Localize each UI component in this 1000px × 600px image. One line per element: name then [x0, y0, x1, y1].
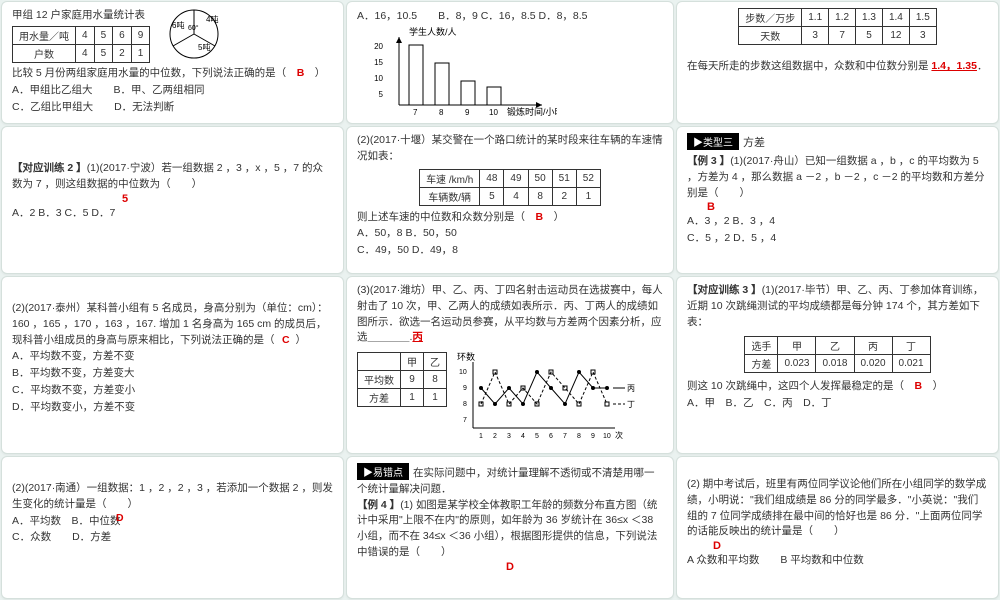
- answer: B: [915, 380, 923, 392]
- shooter-table: 甲乙 平均数98 方差11: [357, 352, 447, 407]
- svg-text:丙: 丙: [627, 384, 635, 393]
- svg-text:8: 8: [463, 401, 467, 408]
- variance-table: 选手甲乙丙丁 方差0.0230.0180.0200.021: [744, 336, 930, 373]
- svg-text:锻炼时间/小时: 锻炼时间/小时: [507, 106, 557, 117]
- card-3-1: (2)(2017·泰州）某科普小组有 5 名成员，身高分别为（单位：cm）：16…: [1, 276, 344, 454]
- svg-text:9: 9: [465, 108, 470, 117]
- steps-table: 步数／万步1.11.21.31.41.5 天数375123: [738, 8, 937, 45]
- type-tag: ▶类型三: [687, 133, 739, 150]
- line-chart: 环数 10 9 8 7 丙 丁 1 2 3 4: [455, 350, 635, 445]
- svg-text:7: 7: [563, 433, 567, 440]
- card-3-2: (3)(2017·潍坊）甲、乙、丙、丁四名射击运动员在选拔赛中，每人射击了 10…: [346, 276, 674, 454]
- svg-text:10: 10: [489, 108, 498, 117]
- svg-text:5: 5: [535, 433, 539, 440]
- table-title: 甲组 12 户家庭用水量统计表: [12, 8, 150, 24]
- svg-text:3: 3: [507, 433, 511, 440]
- answer: B: [297, 67, 305, 79]
- card-4-3: (2) 期中考试后，班里有两位同学议论他们所在小组同学的数学成绩，小明说："我们…: [676, 456, 999, 599]
- card-1-1: 甲组 12 户家庭用水量统计表 用水量／吨4569 户数4521 4吨 5吨 6…: [1, 1, 344, 124]
- svg-text:次: 次: [615, 430, 623, 440]
- answer: 1.4，1.35: [931, 60, 977, 72]
- svg-text:6吨: 6吨: [172, 20, 184, 30]
- card-2-1: 【对应训练 2 】(1)(2017·宁波）若一组数据 2 ，3 ，x ，5 ，7…: [1, 126, 344, 274]
- svg-text:10: 10: [603, 433, 611, 440]
- svg-text:9: 9: [591, 433, 595, 440]
- card-2-2: (2)(2017·十堰）某交警在一个路口统计的某时段来往车辆的车速情况如表： 车…: [346, 126, 674, 274]
- card-1-3: 步数／万步1.11.21.31.41.5 天数375123 在每天所走的步数这组…: [676, 1, 999, 124]
- svg-text:7: 7: [413, 108, 418, 117]
- svg-text:2: 2: [493, 433, 497, 440]
- svg-text:15: 15: [374, 58, 383, 67]
- bar-chart: 学生人数/人 20 15 10 5 7 8 9 10 锻炼时间/小时: [357, 25, 557, 120]
- svg-text:10: 10: [459, 369, 467, 376]
- svg-text:5吨: 5吨: [198, 42, 210, 52]
- card-4-2: ▶易错点在实际问题中，对统计量理解不透彻或不清楚用哪一个统计量解决问题． 【例 …: [346, 456, 674, 599]
- answer: B: [707, 201, 999, 213]
- svg-text:60°: 60°: [188, 24, 199, 32]
- svg-text:20: 20: [374, 42, 383, 51]
- svg-text:6: 6: [549, 433, 553, 440]
- svg-text:4吨: 4吨: [206, 14, 218, 24]
- svg-text:环数: 环数: [457, 351, 475, 362]
- svg-text:10: 10: [374, 74, 383, 83]
- answer: D: [357, 561, 663, 573]
- answer: D: [116, 512, 124, 524]
- svg-text:9: 9: [463, 385, 467, 392]
- svg-text:8: 8: [577, 433, 581, 440]
- svg-text:1: 1: [479, 433, 483, 440]
- answer: 5: [122, 193, 344, 205]
- card-4-1: (2)(2017·南通）一组数据：1 ，2 ，2 ，3 ，若添加一个数据 2 ，…: [1, 456, 344, 599]
- water-table: 用水量／吨4569 户数4521: [12, 26, 150, 63]
- svg-text:4: 4: [521, 433, 525, 440]
- svg-text:7: 7: [463, 417, 467, 424]
- svg-text:5: 5: [379, 90, 384, 99]
- pie-chart: 4吨 5吨 6吨 60°: [158, 8, 230, 66]
- answer: D: [713, 540, 999, 552]
- svg-text:学生人数/人: 学生人数/人: [409, 26, 457, 37]
- svg-text:丁: 丁: [627, 400, 635, 409]
- answer: 丙: [412, 331, 423, 343]
- error-tag: ▶易错点: [357, 463, 409, 480]
- answer: B: [536, 211, 544, 223]
- card-1-2: A．16，10.5 B．8，9 C．16，8.5 D．8，8.5 学生人数/人 …: [346, 1, 674, 124]
- svg-text:8: 8: [439, 108, 444, 117]
- speed-table: 车速 /km/h4849505152 车辆数/辆54821: [419, 169, 601, 206]
- card-3-3: 【对应训练 3 】(1)(2017·毕节）甲、乙、丙、丁参加体育训练，近期 10…: [676, 276, 999, 454]
- card-2-3: ▶类型三方差 【例 3 】(1)(2017·舟山）已知一组数据 a ，b ，c …: [676, 126, 999, 274]
- answer: C: [282, 334, 290, 346]
